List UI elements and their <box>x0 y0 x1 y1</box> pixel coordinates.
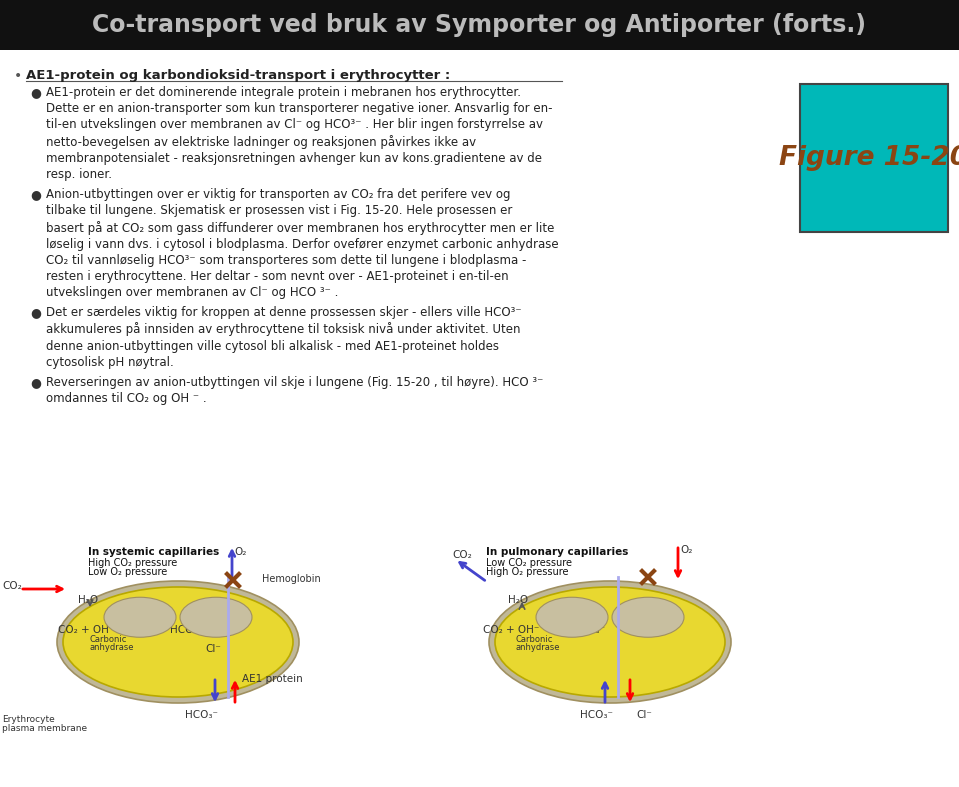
Ellipse shape <box>495 587 725 697</box>
Text: AE1 protein: AE1 protein <box>242 674 303 684</box>
Text: CO₂: CO₂ <box>452 550 472 560</box>
Bar <box>800 84 948 232</box>
Text: O₂: O₂ <box>234 547 246 557</box>
Text: Low O₂ pressure: Low O₂ pressure <box>88 567 167 577</box>
Text: anhydrase: anhydrase <box>515 643 559 652</box>
Text: Reverseringen av anion-utbyttingen vil skje i lungene (Fig. 15-20 , til høyre). : Reverseringen av anion-utbyttingen vil s… <box>46 376 544 405</box>
Text: ●: ● <box>30 86 41 99</box>
Text: ●: ● <box>30 188 41 201</box>
Text: ●: ● <box>30 376 41 389</box>
Ellipse shape <box>57 581 299 703</box>
Bar <box>0 0 959 50</box>
Text: Cl⁻: Cl⁻ <box>205 644 221 654</box>
Text: High CO₂ pressure: High CO₂ pressure <box>88 558 177 568</box>
Text: In pulmonary capillaries: In pulmonary capillaries <box>486 547 628 557</box>
Text: •: • <box>14 69 22 83</box>
Text: H₂O: H₂O <box>78 595 98 605</box>
Text: plasma membrane: plasma membrane <box>2 724 87 733</box>
Ellipse shape <box>63 587 293 697</box>
Text: HCO₃⁻: HCO₃⁻ <box>170 625 203 635</box>
Text: HCO₃⁻: HCO₃⁻ <box>185 710 218 720</box>
Text: Low CO₂ pressure: Low CO₂ pressure <box>486 558 572 568</box>
Text: CO₂: CO₂ <box>2 581 22 591</box>
Text: HCO₃⁻: HCO₃⁻ <box>580 710 613 720</box>
Text: CO₂ + OH⁻: CO₂ + OH⁻ <box>58 625 114 635</box>
Text: HCO₃⁻: HCO₃⁻ <box>572 625 605 635</box>
Text: Figure 15-20: Figure 15-20 <box>780 145 959 171</box>
Text: Carbonic: Carbonic <box>515 635 552 644</box>
Text: H⁺: H⁺ <box>572 609 585 619</box>
Text: Det er særdeles viktig for kroppen at denne prossessen skjer - ellers ville HCO³: Det er særdeles viktig for kroppen at de… <box>46 306 522 369</box>
Text: High O₂ pressure: High O₂ pressure <box>486 567 569 577</box>
Text: Anion-utbyttingen over er viktig for transporten av CO₂ fra det perifere vev og
: Anion-utbyttingen over er viktig for tra… <box>46 188 559 300</box>
Text: H₂O: H₂O <box>508 595 528 605</box>
Text: AE1-protein og karbondioksid-transport i erythrocytter :: AE1-protein og karbondioksid-transport i… <box>26 69 450 82</box>
Text: Co-transport ved bruk av Symporter og Antiporter (forts.): Co-transport ved bruk av Symporter og An… <box>92 13 866 37</box>
Text: AE1-protein er det dominerende integrale protein i mebranen hos erythrocytter.
D: AE1-protein er det dominerende integrale… <box>46 86 552 181</box>
Text: Carbonic: Carbonic <box>90 635 128 644</box>
Ellipse shape <box>489 581 731 703</box>
Ellipse shape <box>180 597 252 637</box>
Text: O₂: O₂ <box>680 545 692 555</box>
Text: Cl⁻: Cl⁻ <box>636 710 652 720</box>
Ellipse shape <box>104 597 176 637</box>
Ellipse shape <box>612 597 684 637</box>
Text: In systemic capillaries: In systemic capillaries <box>88 547 220 557</box>
Text: H⁺: H⁺ <box>146 609 159 619</box>
Text: CO₂ + OH⁻: CO₂ + OH⁻ <box>483 625 539 635</box>
Text: Hemoglobin: Hemoglobin <box>262 574 320 584</box>
Text: anhydrase: anhydrase <box>90 643 134 652</box>
Ellipse shape <box>536 597 608 637</box>
Text: ●: ● <box>30 306 41 319</box>
Text: Erythrocyte: Erythrocyte <box>2 715 55 724</box>
